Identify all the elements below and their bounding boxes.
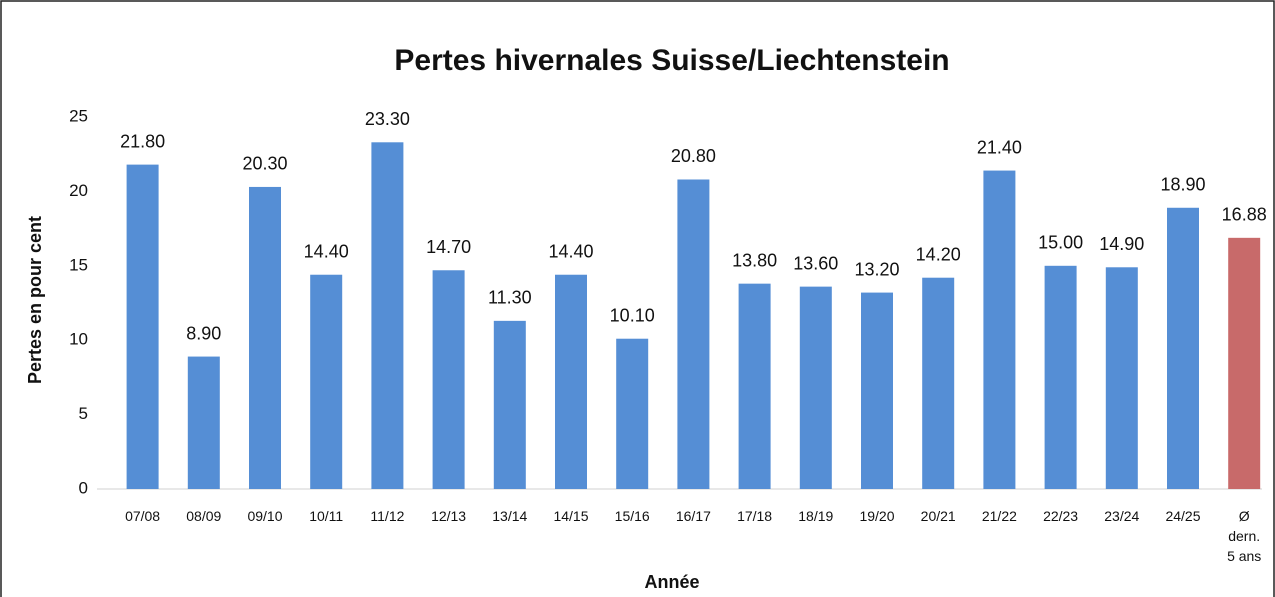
bar [555, 274, 587, 489]
data-label: 14.40 [548, 241, 593, 261]
x-tick-label: 16/17 [675, 508, 711, 524]
data-label: 20.80 [671, 146, 716, 166]
y-tick-label: 15 [69, 255, 88, 274]
bar [861, 292, 893, 489]
data-label: 20.30 [242, 154, 287, 174]
bar [432, 270, 465, 489]
data-label: 11.30 [488, 288, 532, 308]
data-label: 13.20 [854, 259, 899, 279]
bar [1044, 265, 1077, 489]
y-tick-label: 20 [69, 181, 88, 200]
data-label: 16.88 [1222, 205, 1267, 225]
data-label: 21.80 [120, 131, 165, 151]
x-tick-label: 17/18 [737, 508, 773, 524]
data-label: 10.10 [610, 305, 655, 325]
y-tick-label: 10 [69, 330, 88, 349]
bar [616, 338, 649, 489]
bar [677, 179, 710, 489]
data-label: 23.30 [365, 109, 410, 129]
data-label: 14.70 [426, 237, 471, 257]
x-axis-title: Année [644, 572, 699, 592]
data-label: 18.90 [1160, 175, 1205, 195]
x-tick-label: 11/12 [370, 508, 405, 524]
bar [922, 277, 955, 489]
x-tick-label: 23/24 [1104, 508, 1140, 524]
x-tick-label: 15/16 [614, 508, 650, 524]
bar [1228, 237, 1261, 489]
x-tick-label: 22/23 [1043, 508, 1079, 524]
x-tick-label: 24/25 [1165, 508, 1201, 524]
x-tick-label: 07/08 [125, 508, 161, 524]
bar [187, 356, 220, 489]
bar [1167, 207, 1199, 489]
y-tick-label: 0 [79, 478, 88, 497]
x-tick-label: 12/13 [431, 508, 467, 524]
data-label: 13.60 [793, 253, 838, 273]
bar [799, 286, 832, 489]
x-tick-label: 20/21 [920, 508, 956, 524]
data-label: 21.40 [977, 137, 1022, 157]
bar [738, 283, 771, 489]
y-axis-title: Pertes en pour cent [25, 216, 45, 384]
x-tick-label: 14/15 [553, 508, 589, 524]
bar [249, 186, 281, 489]
data-label: 14.90 [1099, 234, 1144, 254]
bar [983, 170, 1016, 489]
y-tick-label: 5 [79, 404, 88, 423]
y-tick-label: 25 [69, 106, 88, 125]
bar [310, 274, 343, 489]
bar [493, 320, 526, 489]
chart-title: Pertes hivernales Suisse/Liechtenstein [394, 44, 949, 77]
data-label: 8.90 [186, 323, 221, 343]
bar [371, 142, 404, 489]
x-tick-label: 18/19 [798, 508, 834, 524]
data-label: 13.80 [732, 250, 777, 270]
x-tick-label: 21/22 [981, 508, 1017, 524]
x-tick-label: 10/11 [309, 508, 344, 524]
x-tick-label: 13/14 [492, 508, 528, 524]
data-label: 14.40 [304, 241, 349, 261]
bar [126, 164, 159, 489]
x-tick-label: 19/20 [859, 508, 895, 524]
x-tick-label: 09/10 [247, 508, 283, 524]
data-label: 14.20 [916, 244, 961, 264]
bar [1105, 267, 1138, 489]
data-label: 15.00 [1038, 233, 1083, 253]
x-tick-label: 08/09 [186, 508, 222, 524]
x-tick-label: Ø dern. 5 ans [1227, 508, 1262, 564]
